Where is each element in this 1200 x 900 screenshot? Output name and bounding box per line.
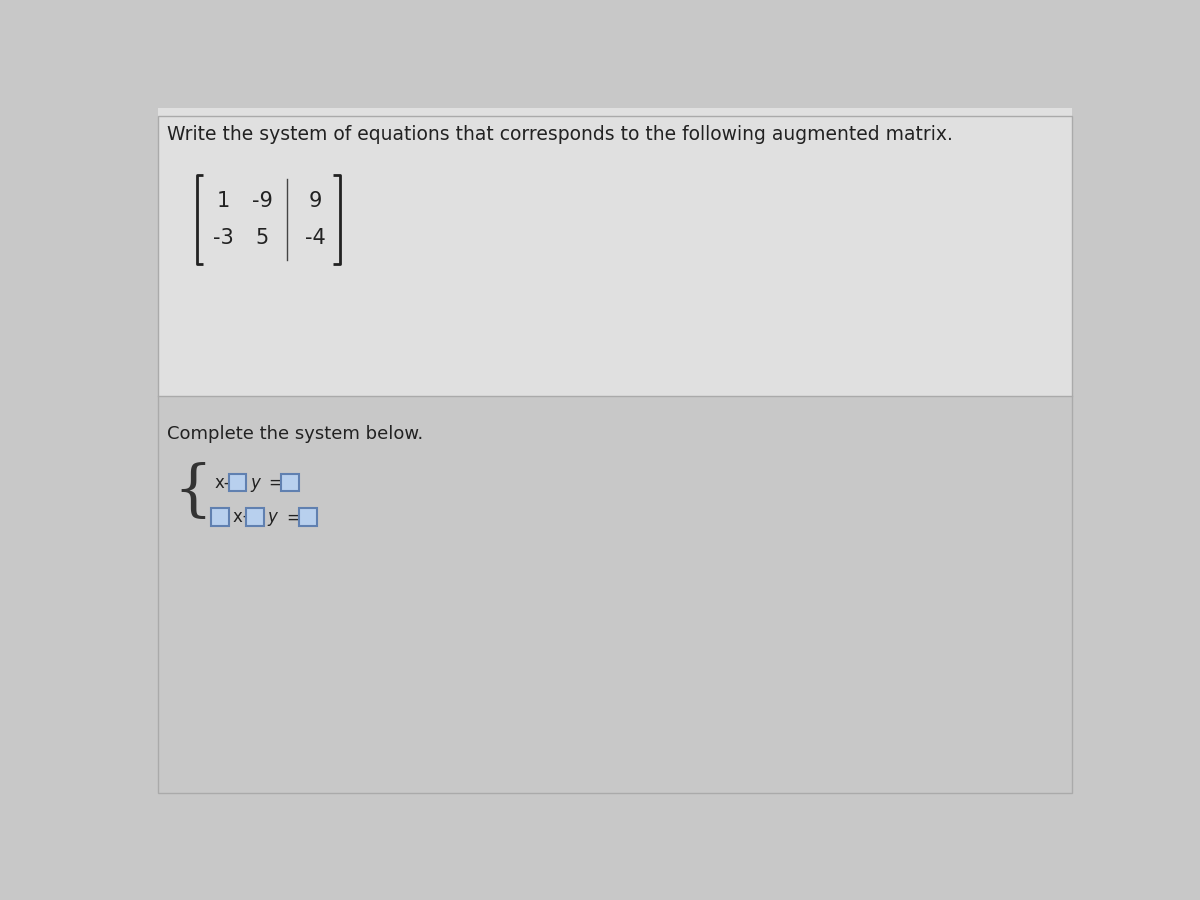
FancyBboxPatch shape xyxy=(246,508,264,526)
Text: -9: -9 xyxy=(252,191,272,211)
FancyBboxPatch shape xyxy=(157,396,1073,801)
FancyBboxPatch shape xyxy=(299,508,317,526)
Text: Complete the system below.: Complete the system below. xyxy=(167,425,424,443)
Text: 9: 9 xyxy=(308,191,322,211)
FancyBboxPatch shape xyxy=(281,473,299,491)
Text: -3: -3 xyxy=(214,228,234,248)
FancyBboxPatch shape xyxy=(211,508,229,526)
Text: y: y xyxy=(268,508,277,526)
Text: x-: x- xyxy=(215,473,230,491)
FancyBboxPatch shape xyxy=(229,473,246,491)
Text: Write the system of equations that corresponds to the following augmented matrix: Write the system of equations that corre… xyxy=(167,125,953,144)
Text: {: { xyxy=(173,463,212,522)
FancyBboxPatch shape xyxy=(157,108,1073,396)
Text: y: y xyxy=(250,473,260,491)
Text: 5: 5 xyxy=(256,228,269,248)
Text: =: = xyxy=(287,508,300,526)
Text: -4: -4 xyxy=(305,228,325,248)
Text: x+: x+ xyxy=(232,508,256,526)
Text: 1: 1 xyxy=(217,191,230,211)
Text: =: = xyxy=(269,473,282,491)
